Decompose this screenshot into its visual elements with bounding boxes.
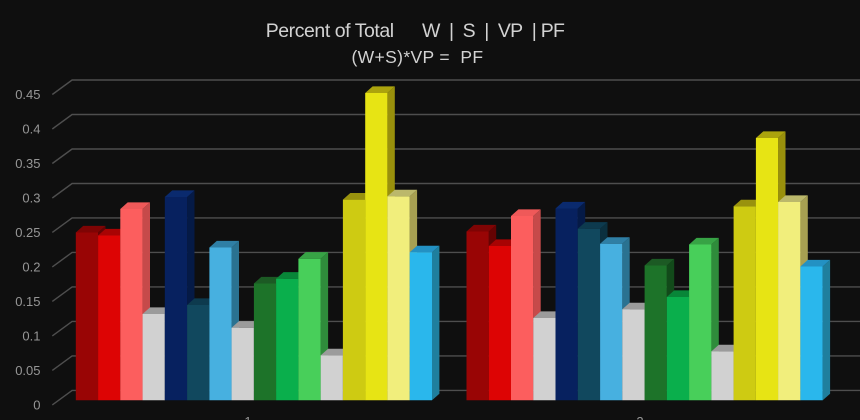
svg-text:W | S | VP | PF: W | S | VP | PF [422,20,565,42]
svg-text:0.25: 0.25 [15,225,40,240]
svg-text:0.3: 0.3 [22,191,40,206]
svg-text:(W+S)*VP = PF: (W+S)*VP = PF [352,47,484,67]
svg-text:Percent of Total: Percent of Total [266,20,394,42]
svg-text:2: 2 [636,414,643,420]
svg-text:0.05: 0.05 [15,363,40,378]
svg-text:0.2: 0.2 [22,260,40,275]
svg-text:1: 1 [244,414,251,420]
svg-text:0.4: 0.4 [22,122,40,137]
svg-text:0: 0 [33,398,40,413]
svg-text:0.1: 0.1 [22,329,40,344]
svg-text:0.35: 0.35 [15,156,40,171]
svg-text:0.45: 0.45 [15,87,40,102]
svg-text:0.15: 0.15 [15,294,40,309]
